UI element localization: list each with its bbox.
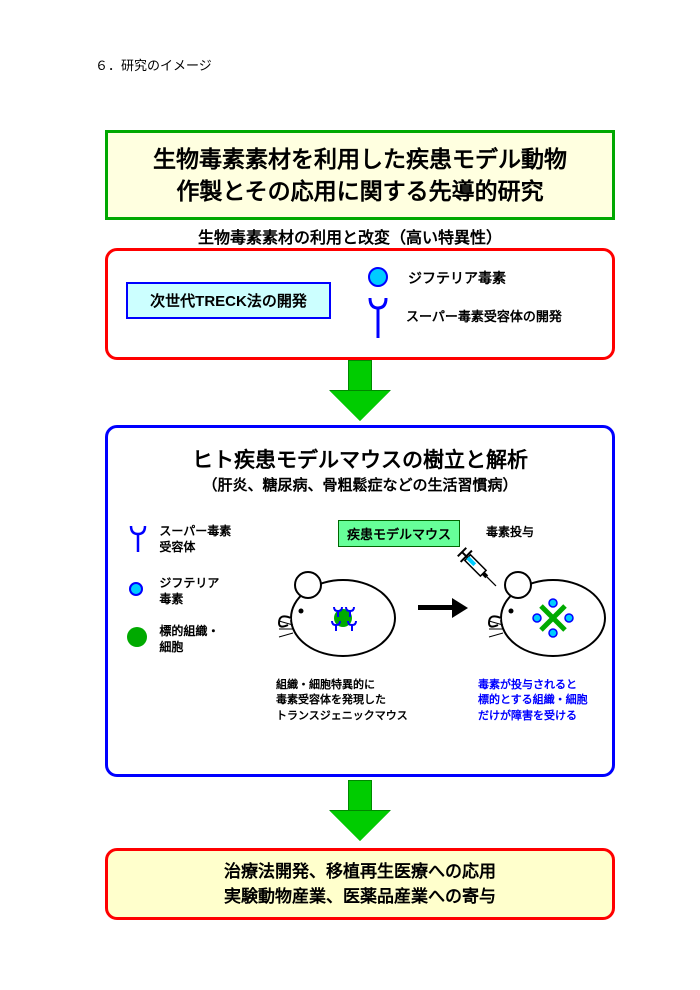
section2-subtitle: （肝炎、糖尿病、骨粗鬆症などの生活習慣病） <box>108 474 612 495</box>
legend-receptor-text: スーパー毒素受容体 <box>159 524 231 555</box>
arrow-right-icon <box>418 598 470 618</box>
page-header: ６．研究のイメージ <box>95 55 212 74</box>
section3-line-1: 治療法開発、移植再生医療への応用 <box>224 859 496 885</box>
receptor-icon <box>366 296 390 340</box>
treck-box: 次世代TRECK法の開発 <box>126 282 331 319</box>
mouse-left-icon <box>273 563 403 663</box>
legend-target-text: 標的組織・細胞 <box>159 624 219 655</box>
mouse-left-caption: 組織・細胞特異的に毒素受容体を発現したトランスジェニックマウス <box>276 678 441 724</box>
legend-toxin-text: ジフテリア毒素 <box>159 576 219 607</box>
target-dot-icon <box>127 627 147 647</box>
diphtheria-toxin-label: ジフテリア毒素 <box>408 268 506 288</box>
arrow-down-icon <box>330 360 390 420</box>
section2-box: ヒト疾患モデルマウスの樹立と解析 （肝炎、糖尿病、骨粗鬆症などの生活習慣病） ス… <box>105 425 615 777</box>
dose-label: 毒素投与 <box>486 523 534 540</box>
title-box: 生物毒素素材を利用した疾患モデル動物 作製とその応用に関する先導的研究 <box>105 130 615 220</box>
mouse-right-caption: 毒素が投与されると標的とする組織・細胞だけが障害を受ける <box>478 678 618 724</box>
receptor-icon <box>126 524 150 554</box>
section2-title: ヒト疾患モデルマウスの樹立と解析 <box>108 444 612 474</box>
section3-box: 治療法開発、移植再生医療への応用 実験動物産業、医薬品産業への寄与 <box>105 848 615 920</box>
title-line-1: 生物毒素素材を利用した疾患モデル動物 <box>118 143 602 175</box>
legend-toxin: ジフテリア毒素 <box>126 576 219 607</box>
toxin-dot-icon <box>129 582 143 596</box>
arrow-down-icon <box>330 780 390 840</box>
legend-receptor: スーパー毒素受容体 <box>126 524 231 555</box>
section3-line-2: 実験動物産業、医薬品産業への寄与 <box>224 884 496 910</box>
mouse-right-icon <box>483 563 613 663</box>
title-line-2: 作製とその応用に関する先導的研究 <box>118 175 602 207</box>
diphtheria-toxin-icon <box>368 267 388 287</box>
section1-box: 次世代TRECK法の開発 ジフテリア毒素 スーパー毒素受容体の開発 <box>105 248 615 360</box>
model-mouse-badge: 疾患モデルマウス <box>338 520 460 547</box>
section1-heading: 生物毒素素材の利用と改変（高い特異性） <box>0 224 700 248</box>
receptor-label: スーパー毒素受容体の開発 <box>406 306 562 325</box>
legend-target: 標的組織・細胞 <box>126 624 219 655</box>
